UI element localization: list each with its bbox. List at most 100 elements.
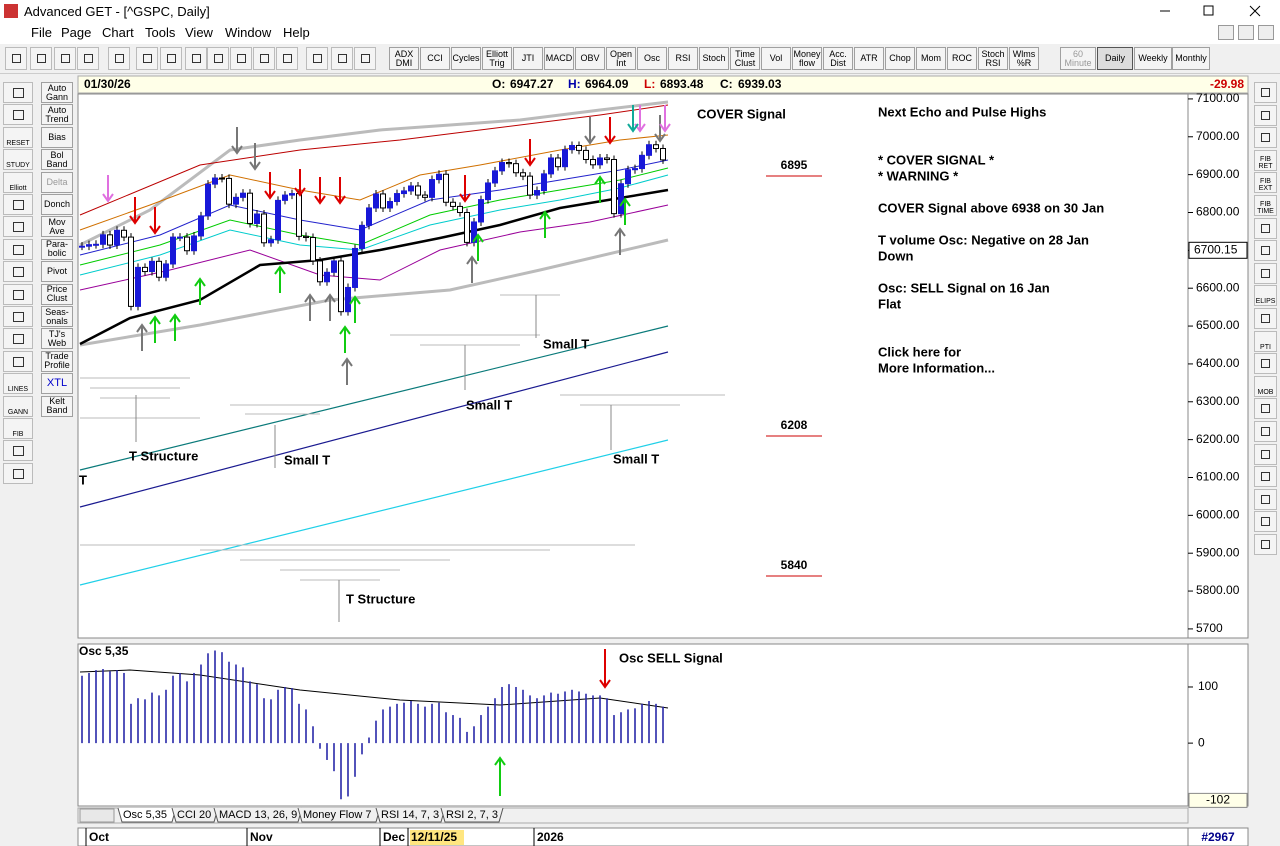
info-link[interactable]: More Information...: [878, 360, 995, 375]
mdi-control[interactable]: [1238, 25, 1254, 40]
tool-icon[interactable]: [1254, 398, 1277, 420]
tool-icon[interactable]: [1254, 443, 1277, 465]
tool-icon[interactable]: [1254, 82, 1277, 103]
study-button[interactable]: ADX DMI: [389, 47, 419, 70]
tool-icon[interactable]: FIB: [3, 418, 33, 439]
tool-icon[interactable]: [3, 194, 33, 215]
tab-label[interactable]: CCI 20: [177, 809, 211, 821]
tool-icon[interactable]: [3, 306, 33, 327]
tool-icon[interactable]: [3, 238, 33, 260]
study-button[interactable]: Mom: [916, 47, 946, 70]
tool-icon[interactable]: [276, 47, 298, 70]
study-button[interactable]: ROC: [947, 47, 977, 70]
study-button[interactable]: Donch: [41, 194, 73, 215]
tool-icon[interactable]: [1254, 421, 1277, 442]
study-button[interactable]: CCI: [420, 47, 450, 70]
study-button[interactable]: Acc. Dist: [823, 47, 853, 70]
study-button[interactable]: Chop: [885, 47, 915, 70]
mdi-control[interactable]: [1258, 25, 1274, 40]
study-button[interactable]: Trade Profile: [41, 350, 73, 372]
tool-icon[interactable]: [1254, 353, 1277, 375]
tool-icon[interactable]: [1254, 488, 1277, 510]
tool-icon[interactable]: [3, 440, 33, 462]
study-button[interactable]: RSI: [668, 47, 698, 70]
study-button[interactable]: TJ's Web: [41, 328, 73, 350]
study-button[interactable]: Para-bolic: [41, 238, 73, 260]
tool-icon[interactable]: PTI: [1254, 330, 1277, 352]
study-button[interactable]: Money flow: [792, 47, 822, 70]
study-button[interactable]: Time Clust: [730, 47, 760, 70]
study-button[interactable]: Delta: [41, 171, 73, 193]
tool-icon[interactable]: [3, 104, 33, 126]
tool-icon[interactable]: [5, 47, 27, 70]
tool-icon[interactable]: [30, 47, 52, 70]
study-button[interactable]: Osc: [637, 47, 667, 70]
tool-icon[interactable]: [77, 47, 99, 70]
tool-icon[interactable]: FIB TIME: [1254, 195, 1277, 216]
menu-item[interactable]: Chart: [102, 25, 134, 40]
study-button[interactable]: ATR: [854, 47, 884, 70]
tool-icon[interactable]: ELIPS: [1254, 285, 1277, 307]
tool-icon[interactable]: [1254, 127, 1277, 149]
tab-label[interactable]: MACD 13, 26, 9: [219, 809, 297, 821]
study-button[interactable]: Elliott Trig: [482, 47, 512, 70]
study-button[interactable]: JTI: [513, 47, 543, 70]
tool-icon[interactable]: [253, 47, 275, 70]
study-button[interactable]: OBV: [575, 47, 605, 70]
study-button[interactable]: Wlms %R: [1009, 47, 1039, 70]
menu-item[interactable]: Window: [225, 25, 271, 40]
tool-icon[interactable]: [3, 350, 33, 372]
tool-icon[interactable]: [331, 47, 353, 70]
tool-icon[interactable]: [230, 47, 252, 70]
tool-icon[interactable]: [160, 47, 182, 70]
menu-item[interactable]: Help: [283, 25, 310, 40]
tab-label[interactable]: Money Flow 7: [303, 809, 371, 821]
tool-icon[interactable]: [136, 47, 158, 70]
tool-icon[interactable]: [1254, 308, 1277, 329]
tab-label[interactable]: RSI 2, 7, 3: [446, 809, 498, 821]
tool-icon[interactable]: FIB EXT: [1254, 172, 1277, 194]
tool-icon[interactable]: [1254, 240, 1277, 262]
tab-label[interactable]: Osc 5,35: [123, 809, 167, 821]
tool-icon[interactable]: RESET: [3, 126, 33, 148]
study-button[interactable]: XTL: [41, 373, 73, 395]
info-link[interactable]: Click here for: [878, 344, 961, 359]
timeframe-button[interactable]: Daily: [1097, 47, 1133, 70]
study-button[interactable]: Price Clust: [41, 283, 73, 305]
tool-icon[interactable]: LINES: [3, 373, 33, 395]
tool-icon[interactable]: [3, 328, 33, 350]
mdi-control[interactable]: [1218, 25, 1234, 40]
tool-icon[interactable]: [207, 47, 229, 70]
tool-icon[interactable]: [1254, 534, 1277, 555]
study-button[interactable]: Pivot: [41, 261, 73, 283]
tool-icon[interactable]: [1254, 262, 1277, 284]
tool-icon[interactable]: [3, 283, 33, 305]
tool-icon[interactable]: MOB: [1254, 375, 1277, 397]
tool-icon[interactable]: [306, 47, 328, 70]
study-button[interactable]: MACD: [544, 47, 574, 70]
tool-icon[interactable]: [354, 47, 376, 70]
tool-icon[interactable]: FIB RET: [1254, 149, 1277, 171]
tab[interactable]: [440, 807, 504, 823]
study-button[interactable]: Seas-onals: [41, 306, 73, 327]
window-controls[interactable]: [1140, 0, 1280, 22]
timeframe-button[interactable]: 60 Minute: [1060, 47, 1096, 70]
study-button[interactable]: Stoch RSI: [978, 47, 1008, 70]
tool-icon[interactable]: [1254, 511, 1277, 533]
tool-icon[interactable]: STUDY: [3, 149, 33, 171]
tool-icon[interactable]: [1254, 217, 1277, 239]
study-button[interactable]: Open Int: [606, 47, 636, 70]
tool-icon[interactable]: GANN: [3, 395, 33, 417]
tool-icon[interactable]: [3, 462, 33, 484]
menu-item[interactable]: View: [185, 25, 213, 40]
tool-icon[interactable]: [3, 82, 33, 103]
timeframe-button[interactable]: Monthly: [1172, 47, 1210, 70]
study-button[interactable]: Kelt Band: [41, 395, 73, 417]
menu-item[interactable]: Tools: [145, 25, 175, 40]
tool-icon[interactable]: [108, 47, 130, 70]
study-button[interactable]: Stoch: [699, 47, 729, 70]
timeframe-button[interactable]: Weekly: [1134, 47, 1172, 70]
tab-label[interactable]: RSI 14, 7, 3: [381, 809, 439, 821]
study-button[interactable]: Auto Trend: [41, 104, 73, 126]
study-button[interactable]: Bol Band: [41, 149, 73, 171]
